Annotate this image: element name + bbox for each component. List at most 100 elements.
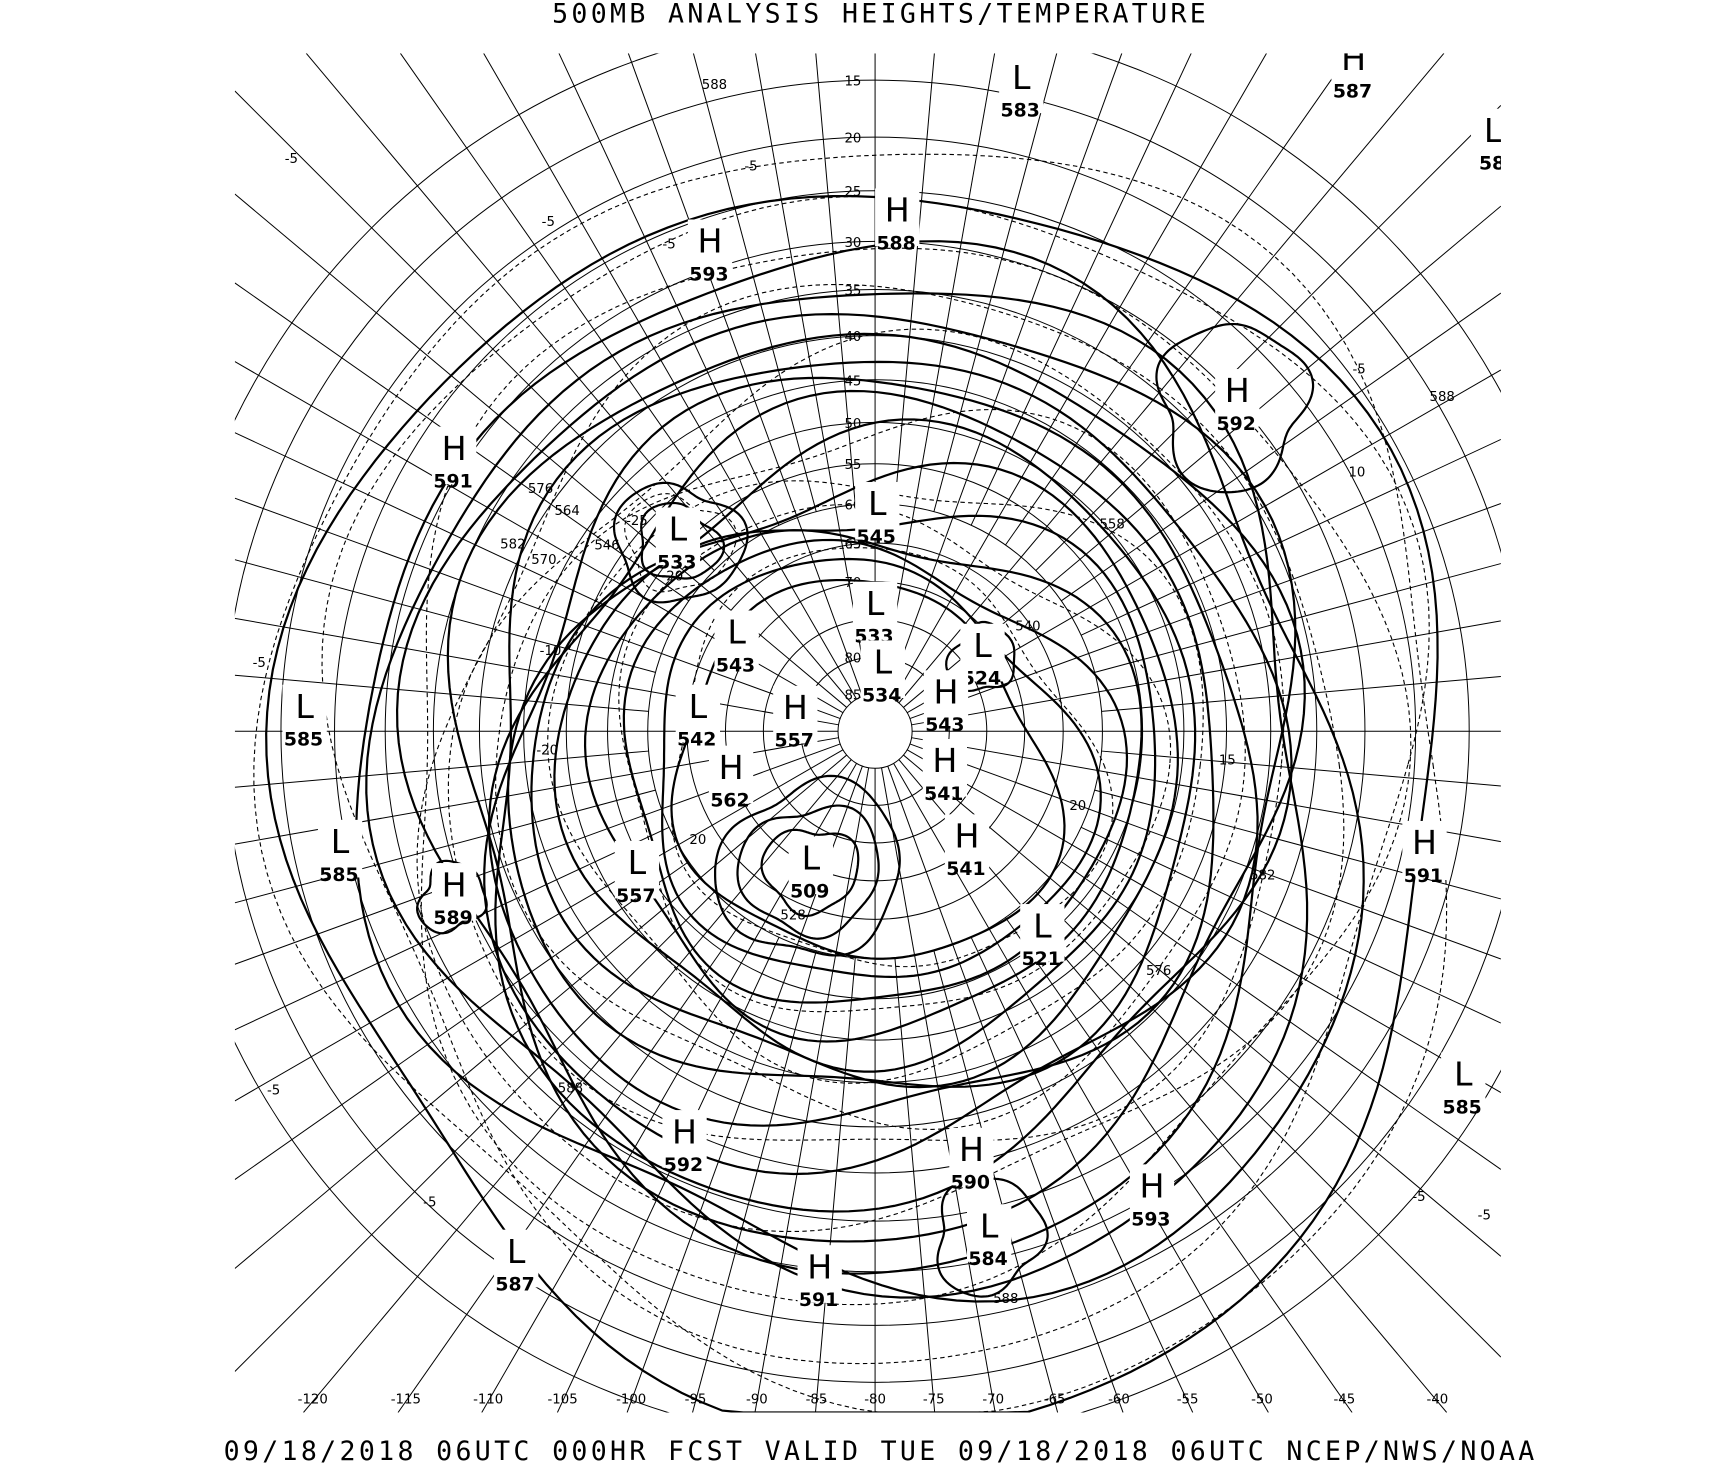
height-contour: [553, 514, 1157, 1073]
high-pressure-center: H 591: [432, 426, 477, 493]
center-label-background: [317, 819, 363, 878]
center-label-background: [875, 188, 920, 247]
center-type: L: [874, 643, 893, 682]
low-pressure-center: L 533: [655, 507, 701, 573]
longitude-label: -120: [298, 1393, 328, 1408]
latitude-label: 25: [844, 185, 861, 200]
meridian-line: [909, 743, 1501, 960]
pressure-centers: L583H587L58H593H588H592H591L533L545L533L…: [282, 39, 1501, 1311]
meridian-line: [558, 53, 780, 526]
center-type: L: [628, 843, 647, 882]
high-pressure-center: H 557: [773, 685, 818, 752]
height-contour-label: 588: [993, 1292, 1018, 1307]
latitude-label: 45: [844, 374, 861, 389]
meridian-line: [1094, 789, 1501, 900]
low-pressure-center: L 587: [494, 1229, 539, 1296]
center-value: 585: [1442, 1097, 1481, 1118]
temperature-label: -20: [536, 744, 558, 759]
lat-lon-grid: [234, 53, 1501, 1413]
map-area: 1520253035404550556065708085 58858858858…: [234, 39, 1501, 1413]
center-value: 542: [677, 730, 716, 751]
temperature-contour: [321, 195, 1430, 1365]
height-contour-label: 588: [702, 78, 727, 93]
high-pressure-center: H 541: [944, 814, 990, 880]
meridian-line: [234, 789, 656, 904]
center-label-background: [999, 55, 1044, 114]
temperature-contour: [420, 247, 1412, 1306]
meridian-line: [1101, 675, 1501, 712]
center-label-background: [662, 1110, 707, 1168]
center-type: H: [698, 222, 723, 261]
meridian-line: [894, 957, 936, 1413]
center-type: L: [331, 822, 350, 861]
longitude-label: -115: [391, 1393, 421, 1408]
high-pressure-center: H 587: [1331, 39, 1376, 103]
center-label-background: [714, 610, 759, 669]
low-pressure-center: L 542: [675, 684, 720, 751]
meridian-line: [692, 950, 817, 1413]
center-type: L: [1033, 906, 1052, 945]
center-label-background: [1331, 53, 1376, 95]
center-value: 583: [1001, 100, 1040, 121]
latitude-label: 40: [844, 330, 861, 345]
center-value: 593: [689, 264, 728, 285]
longitude-label: -55: [1177, 1393, 1199, 1408]
height-contour-label: 558: [1099, 518, 1124, 533]
height-contour-label: 576: [1146, 964, 1171, 979]
meridian-line: [814, 957, 856, 1413]
center-type: L: [1454, 1055, 1473, 1094]
center-type: L: [295, 687, 314, 726]
height-contour-label: 540: [1015, 619, 1040, 634]
center-value: 591: [799, 1290, 838, 1311]
center-value: 543: [925, 715, 964, 736]
center-label-background: [282, 684, 327, 743]
high-pressure-center: H 591: [1402, 820, 1447, 887]
high-pressure-center: H 589: [432, 863, 477, 929]
latitude-label: 20: [844, 132, 861, 147]
temperature-label: -5: [744, 160, 757, 175]
center-label-background: [860, 640, 905, 699]
temperature-contour: [416, 283, 1345, 1233]
meridian-line: [911, 620, 1501, 726]
height-contour: [355, 240, 1365, 1303]
center-type: H: [1412, 823, 1437, 862]
meridian-line: [234, 749, 844, 1102]
meridian-line: [894, 53, 935, 505]
temperature-label: -5: [267, 1084, 280, 1099]
latitude-label: 55: [844, 458, 861, 473]
temperature-label: 10: [1348, 465, 1365, 480]
center-type: H: [1341, 39, 1366, 78]
longitude-label: -90: [746, 1393, 768, 1408]
center-label-background: [967, 1204, 1012, 1262]
height-contour: [494, 360, 1293, 1213]
meridian-line: [898, 53, 1445, 704]
temperature-label: -5: [253, 656, 266, 671]
contour-labels: 5885885885885765825585765645825705465405…: [253, 78, 1491, 1307]
center-label-background: [852, 581, 898, 640]
temperature-contour: [495, 409, 1246, 1131]
low-pressure-center: L 545: [855, 482, 900, 548]
center-type: L: [868, 484, 887, 523]
height-contour: [661, 557, 1102, 979]
height-contour: [714, 774, 901, 957]
longitude-label: -60: [1108, 1393, 1130, 1408]
height-contours: [265, 195, 1439, 1413]
high-pressure-center: H 588: [875, 188, 920, 254]
center-value: 541: [924, 784, 963, 805]
center-value: 524: [962, 669, 1001, 690]
center-value: 509: [790, 881, 829, 902]
height-contour: [583, 529, 1143, 1043]
temperature-label: 15: [1219, 753, 1236, 768]
center-value: 591: [1404, 866, 1443, 887]
center-label-background: [1402, 820, 1447, 879]
temperature-label: -5: [542, 215, 555, 230]
high-pressure-center: H 590: [949, 1127, 994, 1194]
meridian-line: [234, 826, 670, 1031]
center-type: H: [959, 1130, 984, 1169]
latitude-label: 50: [844, 417, 861, 432]
meridian-line: [234, 90, 715, 571]
low-pressure-center: L 58: [1471, 108, 1501, 175]
height-contour-label: 546: [594, 539, 619, 554]
meridian-line: [692, 53, 817, 512]
center-label-background: [923, 670, 969, 728]
